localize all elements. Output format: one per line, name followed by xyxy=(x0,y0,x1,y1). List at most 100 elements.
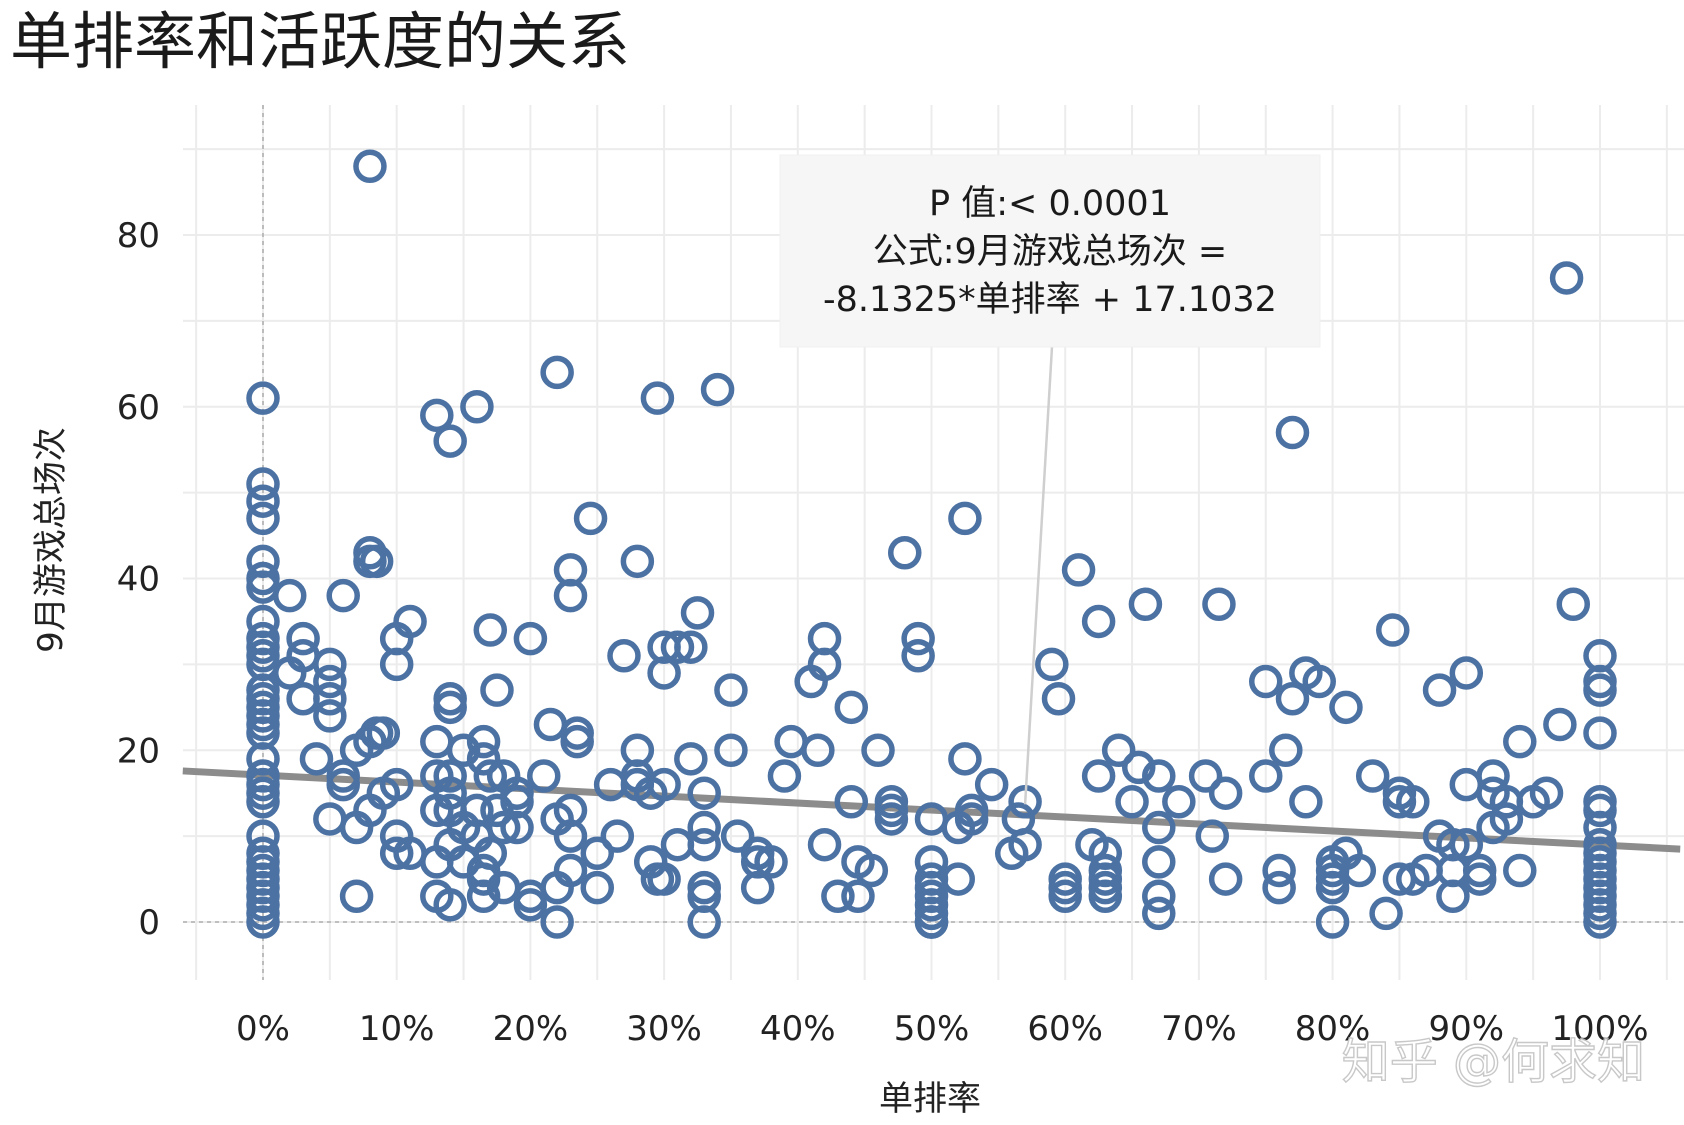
data-point xyxy=(359,544,394,579)
data-point xyxy=(1008,827,1042,862)
data-point xyxy=(674,630,708,664)
data-point xyxy=(834,785,869,819)
data-point xyxy=(1436,879,1470,913)
data-point xyxy=(533,707,568,742)
data-point xyxy=(1195,819,1230,853)
data-point xyxy=(272,656,307,690)
data-point xyxy=(687,810,721,845)
data-point xyxy=(553,578,588,613)
x-axis-ticks: 0% 10% 20% 30% 40% 50% 60% 70% 80% 90% 100% xyxy=(236,1009,1649,1049)
annotation-leader-line xyxy=(1023,346,1054,805)
data-point xyxy=(1529,776,1564,810)
data-point xyxy=(513,888,548,922)
data-point xyxy=(1583,905,1617,939)
data-point xyxy=(560,724,594,759)
x-tick-label: 100% xyxy=(1551,1009,1648,1049)
data-point xyxy=(1262,853,1296,888)
reference-lines xyxy=(183,105,1684,980)
data-point xyxy=(246,905,280,939)
data-point xyxy=(914,905,949,939)
data-point xyxy=(1382,785,1417,819)
regression-annotation[interactable]: P 值:< 0.0001 公式:9月游戏总场次 = -8.1325*单排率 + 17… xyxy=(779,154,1321,805)
data-point xyxy=(1142,759,1176,793)
x-tick-label: 80% xyxy=(1295,1009,1371,1049)
annotation-line: P 值:< 0.0001 xyxy=(929,184,1171,224)
data-point xyxy=(660,827,695,862)
data-point xyxy=(393,604,427,639)
data-point xyxy=(680,596,715,630)
data-point xyxy=(299,742,334,776)
x-tick-label: 60% xyxy=(1027,1009,1103,1049)
data-point xyxy=(480,673,514,707)
data-point xyxy=(500,776,534,810)
data-point xyxy=(573,501,608,536)
data-point xyxy=(821,879,855,913)
data-point xyxy=(888,535,922,570)
data-point xyxy=(446,733,481,767)
chart-title: 单排率和活跃度的关系 xyxy=(10,5,631,78)
data-point xyxy=(1275,415,1310,450)
x-tick-label: 70% xyxy=(1161,1009,1237,1049)
x-tick-label: 10% xyxy=(359,1009,435,1049)
data-point xyxy=(466,742,501,776)
data-point xyxy=(353,149,387,184)
data-point xyxy=(841,879,875,913)
data-point xyxy=(1061,553,1096,587)
data-point xyxy=(313,699,347,733)
x-tick-label: 0% xyxy=(236,1009,290,1049)
data-point xyxy=(1342,853,1377,888)
data-point xyxy=(1101,733,1136,767)
data-point xyxy=(1115,785,1149,819)
data-point xyxy=(1543,707,1577,742)
data-point xyxy=(948,742,982,776)
data-point xyxy=(854,853,889,888)
data-point xyxy=(1142,879,1176,913)
data-point xyxy=(1549,261,1584,295)
data-point xyxy=(687,827,721,862)
data-point xyxy=(1128,587,1163,622)
data-point xyxy=(754,845,788,879)
data-point xyxy=(313,647,347,682)
data-point xyxy=(580,870,614,905)
data-point xyxy=(1355,759,1390,793)
data-point xyxy=(480,793,514,828)
data-point xyxy=(801,733,835,767)
data-point xyxy=(420,724,454,759)
data-point xyxy=(647,862,681,896)
data-point xyxy=(1503,853,1537,888)
data-point xyxy=(1476,759,1510,793)
data-point xyxy=(714,673,748,707)
data-point xyxy=(1081,759,1116,793)
y-tick-label: 60 xyxy=(117,388,160,428)
data-point xyxy=(246,484,280,518)
data-point xyxy=(553,819,588,853)
x-tick-label: 50% xyxy=(894,1009,970,1049)
data-point xyxy=(834,690,869,725)
data-point xyxy=(1142,845,1176,879)
data-point xyxy=(1396,785,1430,819)
data-point xyxy=(1449,827,1484,862)
data-point xyxy=(326,578,360,613)
data-point xyxy=(1188,759,1223,793)
y-tick-label: 0 xyxy=(138,903,160,943)
data-points xyxy=(246,149,1617,939)
data-point xyxy=(1035,647,1069,682)
y-tick-label: 80 xyxy=(117,216,160,256)
data-point xyxy=(901,621,935,656)
data-point xyxy=(640,381,675,415)
x-tick-label: 40% xyxy=(760,1009,836,1049)
data-point xyxy=(420,793,454,828)
data-point xyxy=(1315,905,1350,939)
data-point xyxy=(1121,750,1156,785)
data-point xyxy=(553,853,588,888)
data-point xyxy=(1081,604,1116,639)
watermark: 知乎 @何求知 xyxy=(1342,1034,1645,1090)
y-tick-label: 40 xyxy=(117,560,160,600)
data-point xyxy=(600,819,635,853)
data-point xyxy=(1302,664,1336,699)
y-axis-ticks: 0 20 40 60 80 xyxy=(117,216,160,943)
data-point xyxy=(339,879,374,913)
data-point xyxy=(433,759,467,793)
data-point xyxy=(714,733,748,767)
x-tick-label: 30% xyxy=(626,1009,702,1049)
